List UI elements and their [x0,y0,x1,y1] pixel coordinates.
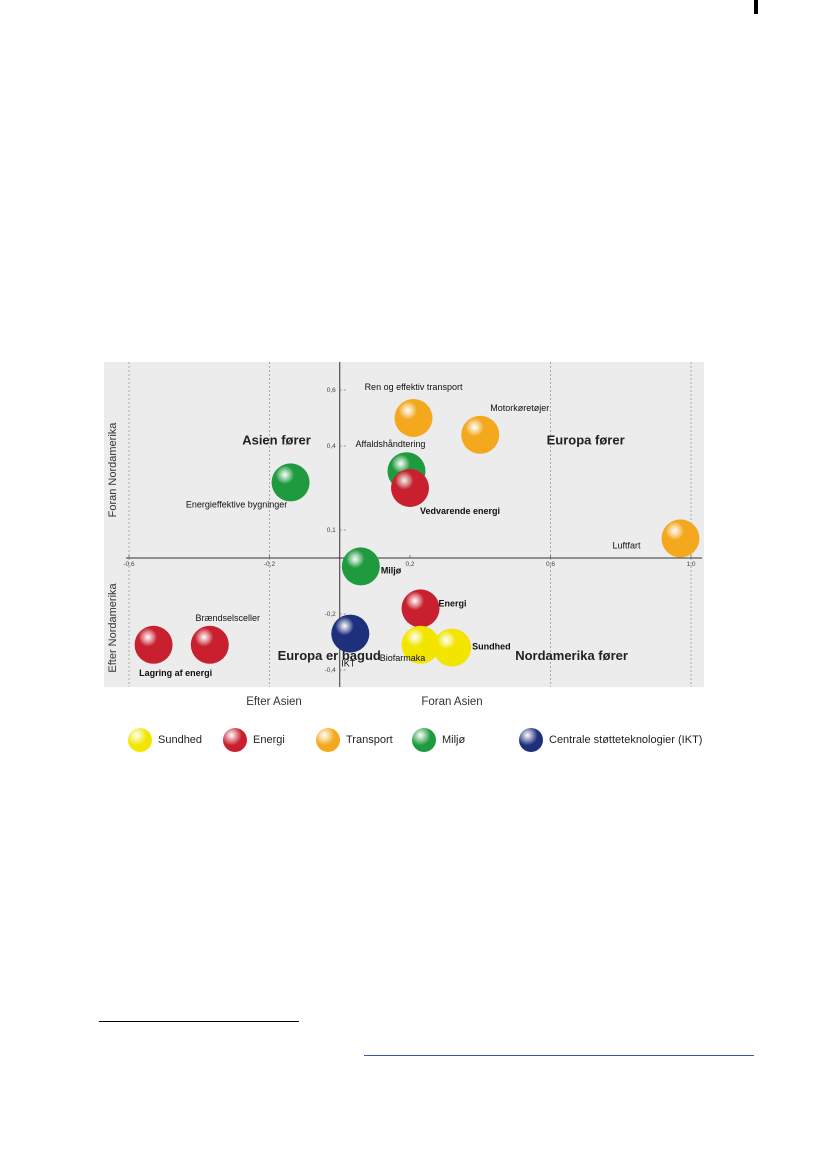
y-tick-label: -0,4 [325,667,337,674]
y-tick-label: 0,1 [327,527,336,534]
bubble-motorkøretøjer [461,415,500,454]
y-tick-label: 0,4 [327,443,336,450]
legend-item: Transport [316,727,393,753]
footnote-link-underline [364,1055,754,1056]
axis-title-foran-nordamerika: Foran Nordamerika [107,422,119,518]
legend-swatch [412,728,436,752]
legend-label: Energi [253,734,285,746]
x-tick-label: -0,6 [123,561,135,568]
quadrant-label: Europa fører [547,432,625,447]
bubble-sundhed [433,628,472,667]
point-label: Motorkøretøjer [490,403,549,413]
y-tick-label: -0,2 [325,611,337,618]
point-label: Brændselsceller [196,613,261,623]
legend-swatch [519,728,543,752]
x-tick-label: 0,2 [405,561,414,568]
point-label: Affaldshåndtering [356,439,426,449]
bubble-brændselsceller [190,625,229,664]
legend-item: Energi [223,727,285,753]
quadrant-label: Asien fører [242,432,311,447]
legend-item: Centrale støtteteknologier (IKT) [519,727,702,753]
point-label: Vedvarende energi [420,506,500,516]
x-tick-label: 0,6 [546,561,555,568]
point-label: IKT [341,659,356,669]
legend-item: Miljø [412,727,465,753]
point-label: Luftfart [612,540,641,550]
bubble-ren-og-effektiv-transport [394,399,433,437]
bubble-biofarmaka [401,625,440,664]
bubble-ikt [331,614,370,653]
legend-swatch [223,728,247,752]
footnote-separator [99,1021,299,1022]
innovation-position-chart: 0,6 0,4 0,1 -0,2 -0,4 -0,6 -0,2 0,2 0,6 1,0 Foran … [104,360,708,760]
bubble-luftfart [661,519,700,558]
legend-swatch [316,728,340,752]
scatter-plot: 0,6 0,4 0,1 -0,2 -0,4 -0,6 -0,2 0,2 0,6 1,0 Foran … [104,362,704,708]
legend-swatch [128,728,152,752]
legend-item: Sundhed [128,727,202,753]
axis-title-efter-nordamerika: Efter Nordamerika [107,582,119,672]
quadrant-label: Nordamerika fører [515,648,628,663]
bubble-energi [401,589,440,628]
axis-title-efter-asien: Efter Asien [246,696,302,708]
y-tick-label: 0,6 [327,387,336,394]
quadrant-label: Europa er bagud [278,648,381,663]
legend-label: Sundhed [158,734,203,746]
point-label: Lagring af energi [139,668,212,678]
legend: Sundhed Energi Transport Miljø Centrale støt… [128,727,728,753]
point-label: Ren og effektiv transport [365,382,463,392]
point-label: Miljø [381,565,402,575]
x-tick-label: 1,0 [686,561,695,568]
legend-label: Miljø [442,734,466,746]
axis-title-foran-asien: Foran Asien [421,696,482,708]
bubble-energieffektive-bygninger [271,463,310,502]
point-label: Energi [439,598,467,608]
bubble-lagring-af-energi [134,625,173,664]
point-label: Sundhed [472,642,511,652]
bubble-vedvarende-energi [391,469,429,507]
x-tick-label: -0,2 [264,561,276,568]
bubble-miljø [341,547,380,586]
point-label: Energieffektive bygninger [186,499,287,509]
legend-label: Transport [346,734,393,746]
page-top-line [754,0,758,14]
point-label: Biofarmaka [380,653,426,663]
legend-label: Centrale støtteteknologier (IKT) [549,734,703,746]
